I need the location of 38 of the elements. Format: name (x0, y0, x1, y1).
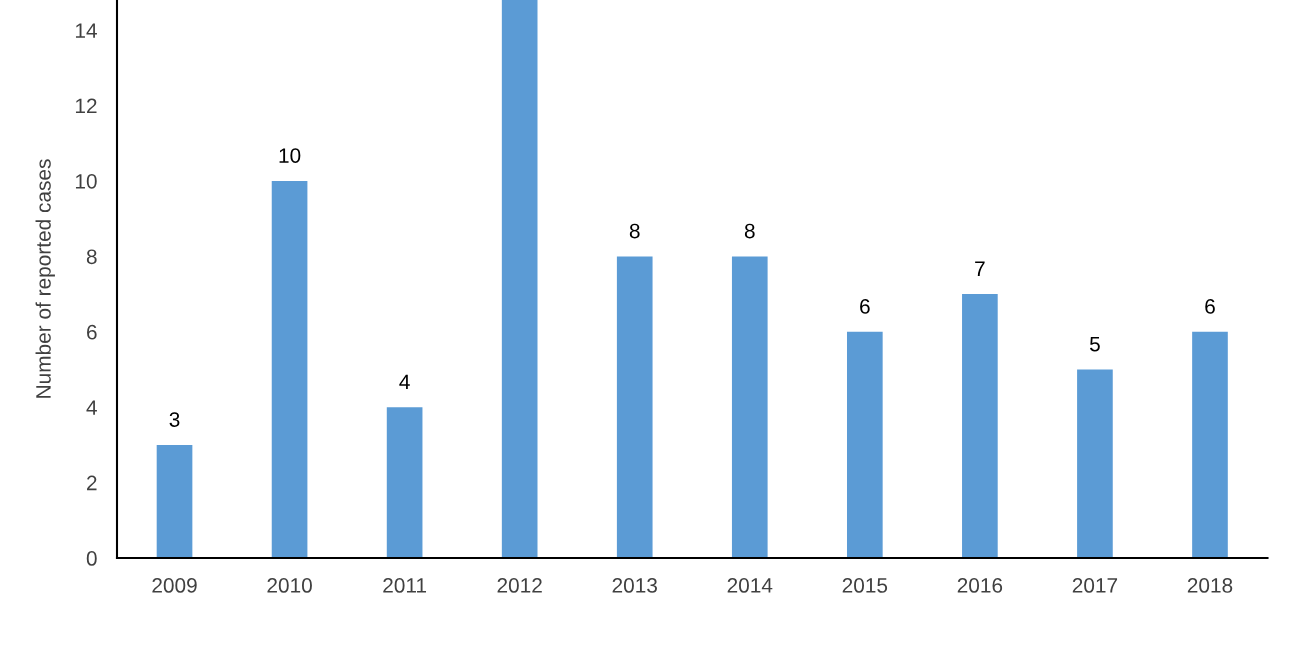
data-label: 6 (1205, 299, 1215, 314)
y-axis-title: Number of reported cases (35, 159, 55, 398)
data-label: 4 (399, 374, 410, 389)
x-tick-label: 2015 (842, 578, 888, 593)
bar (1077, 369, 1113, 559)
data-label: 8 (744, 223, 755, 239)
y-tick-label: 14 (75, 23, 97, 38)
bar (501, 0, 538, 559)
x-tick-label: 2017 (1072, 578, 1118, 593)
x-tick-label: 2009 (152, 578, 197, 593)
bar (731, 256, 768, 559)
bar (962, 294, 998, 559)
bar (846, 331, 883, 559)
bar (271, 180, 308, 559)
bar (1192, 331, 1228, 559)
x-tick-label: 2013 (612, 578, 657, 593)
data-label: 6 (860, 299, 870, 314)
bar (386, 407, 423, 559)
y-tick-label: 2 (87, 475, 97, 491)
y-tick-label: 6 (87, 324, 97, 340)
y-tick-label: 10 (75, 173, 97, 189)
bar (156, 444, 193, 559)
x-tick-label: 2012 (497, 578, 542, 593)
data-label: 7 (975, 261, 985, 276)
y-tick-label: 8 (86, 249, 97, 265)
bar (616, 256, 653, 559)
x-tick-label: 2018 (1187, 578, 1233, 593)
data-label: 10 (279, 148, 301, 163)
y-tick-label: 0 (86, 551, 97, 566)
y-tick-label: 12 (75, 98, 97, 114)
y-tick-label: 4 (86, 400, 97, 415)
data-label: 8 (629, 223, 640, 239)
x-tick-label: 2011 (383, 578, 427, 593)
x-tick-label: 2010 (267, 578, 312, 593)
data-label: 5 (1089, 336, 1100, 352)
x-tick-label: 2014 (727, 578, 773, 593)
x-tick-label: 2016 (957, 578, 1003, 593)
data-label: 3 (169, 412, 180, 427)
